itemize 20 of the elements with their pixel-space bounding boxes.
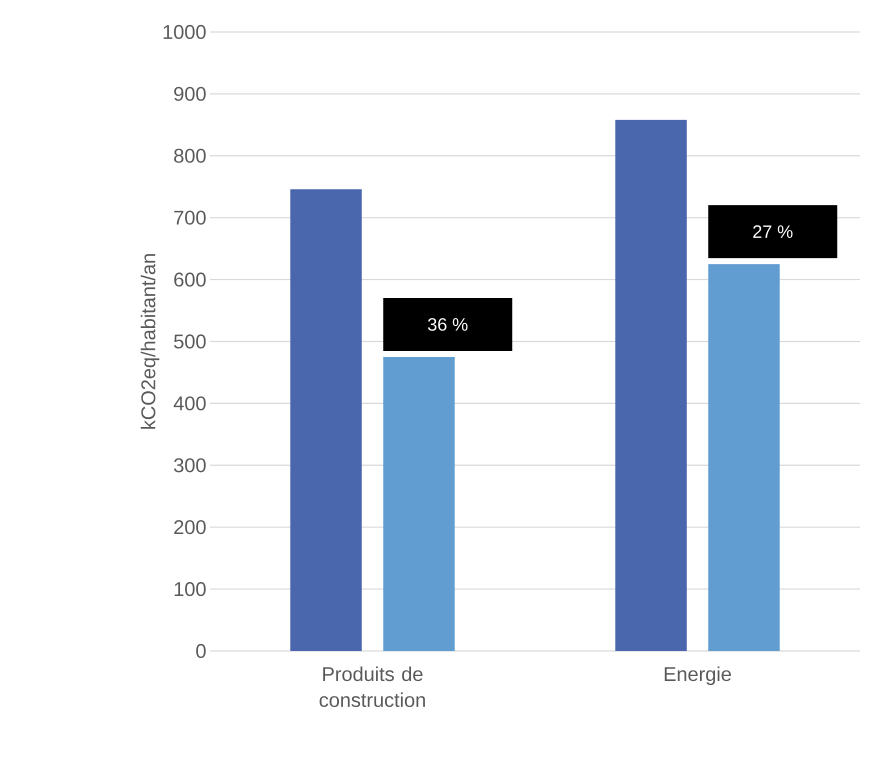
y-tick-label: 0 bbox=[196, 644, 206, 658]
y-tick-label: 600 bbox=[174, 272, 206, 287]
bar bbox=[290, 189, 362, 651]
x-tick-label: Produits de construction bbox=[320, 666, 425, 708]
y-tick-label: 100 bbox=[174, 582, 206, 596]
y-tick-label: 800 bbox=[174, 148, 206, 163]
y-tick-label: 900 bbox=[174, 86, 206, 101]
y-tick-label: 700 bbox=[174, 210, 206, 225]
bar bbox=[615, 120, 687, 651]
y-tick-label: 1000 bbox=[164, 24, 206, 40]
x-tick-label: Energie bbox=[664, 666, 731, 686]
annotation: 27 % bbox=[753, 225, 793, 238]
bar bbox=[383, 356, 455, 651]
y-tick-label: 200 bbox=[174, 520, 206, 534]
bar bbox=[708, 264, 780, 651]
y-axis-title: kCO2eq/habitant/an bbox=[140, 254, 160, 429]
annotation: 36 % bbox=[428, 318, 468, 331]
y-tick-label: 300 bbox=[174, 458, 206, 472]
y-tick-label: 500 bbox=[174, 334, 206, 349]
y-tick-label: 400 bbox=[174, 396, 206, 410]
